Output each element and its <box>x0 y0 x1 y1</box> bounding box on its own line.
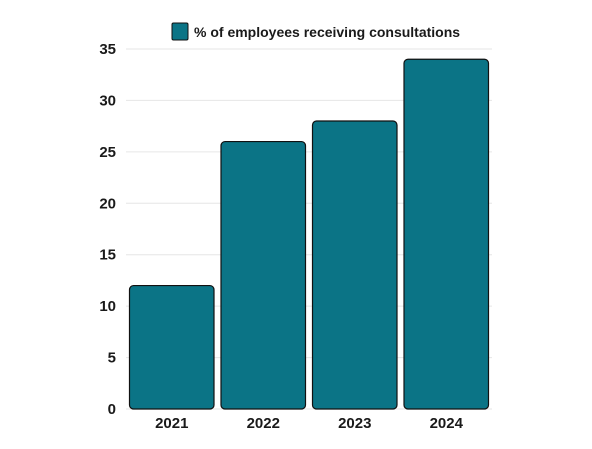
y-axis-ticks: 0 5 10 15 20 25 30 35 <box>99 41 116 418</box>
x-tick-label: 2022 <box>247 415 280 432</box>
legend-label: % of employees receiving consultations <box>194 24 460 40</box>
y-tick-label: 15 <box>99 247 116 264</box>
y-tick-label: 30 <box>99 92 116 109</box>
y-tick-label: 0 <box>108 401 116 418</box>
bar-2024 <box>403 58 490 410</box>
y-tick-label: 20 <box>99 195 116 212</box>
y-tick-label: 5 <box>108 350 116 367</box>
bar-2022 <box>220 140 307 410</box>
legend: % of employees receiving consultations <box>171 22 460 41</box>
bar-2023 <box>311 120 398 410</box>
y-tick-label: 35 <box>99 41 116 58</box>
bar-2021 <box>128 284 215 410</box>
x-axis-ticks: 2021 2022 2023 2024 <box>155 415 464 432</box>
legend-swatch <box>171 22 189 41</box>
y-tick-label: 25 <box>99 144 116 161</box>
x-tick-label: 2023 <box>338 415 371 432</box>
x-tick-label: 2024 <box>430 415 464 432</box>
bars <box>128 58 490 410</box>
x-tick-label: 2021 <box>155 415 188 432</box>
y-tick-label: 10 <box>99 298 116 315</box>
